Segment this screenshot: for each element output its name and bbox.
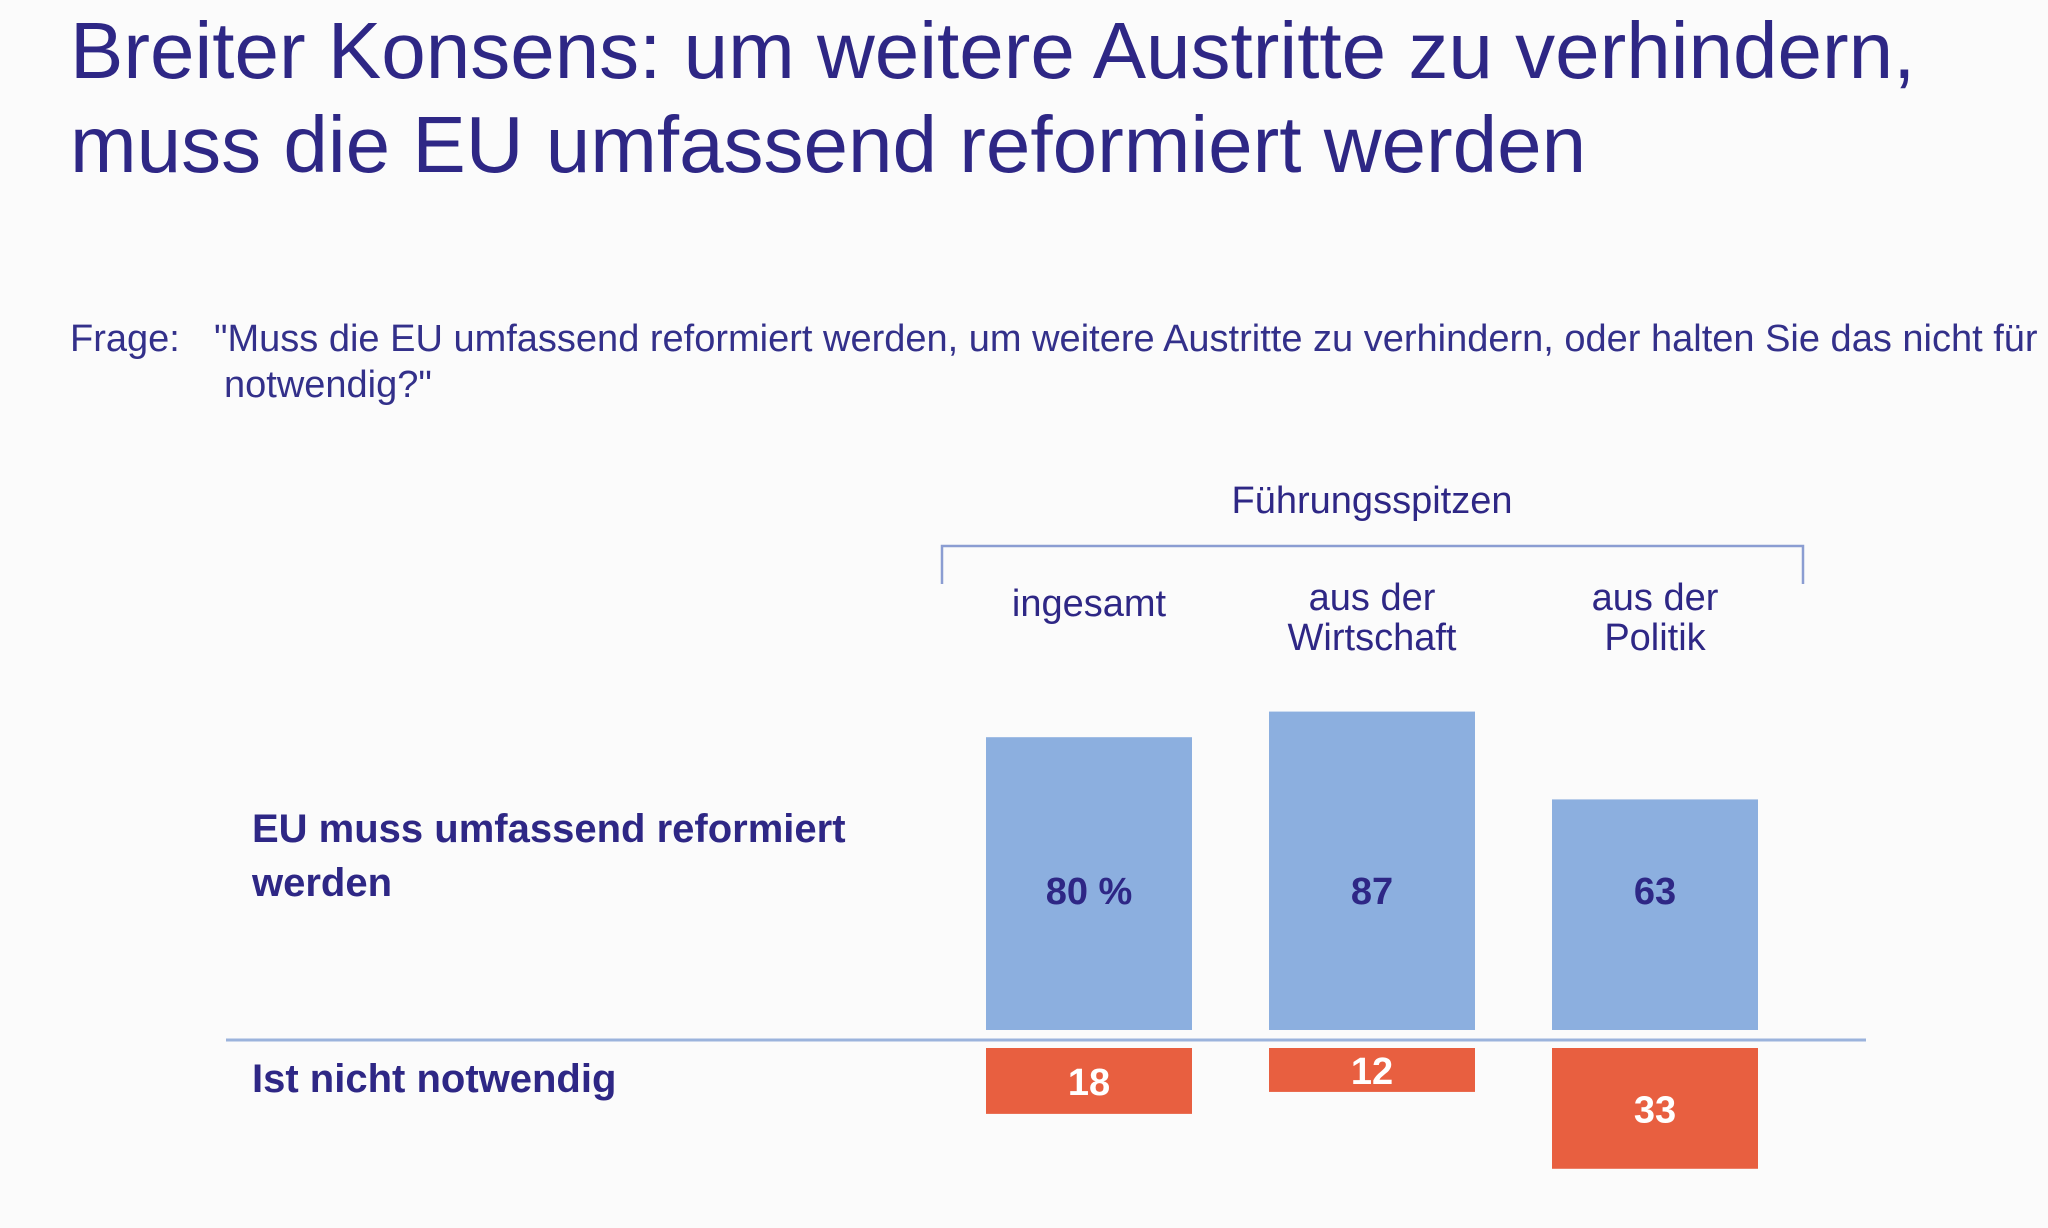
bar-not-necessary <box>1552 1048 1758 1169</box>
bar-not-necessary <box>986 1048 1192 1114</box>
data-label-not-necessary: 33 <box>1634 1089 1676 1131</box>
bar-reform <box>1552 799 1758 1030</box>
group-bracket <box>940 544 1805 584</box>
category-label: Politik <box>1604 617 1706 659</box>
bar-reform <box>986 737 1192 1030</box>
data-label-reform: 63 <box>1634 871 1676 913</box>
row-label-reform: EU muss umfassend reformiert werden <box>252 807 846 905</box>
category-label: aus der <box>1592 577 1719 619</box>
category-label: ingesamt <box>1012 583 1167 625</box>
question-label: Frage: <box>70 318 180 360</box>
data-label-not-necessary: 12 <box>1351 1051 1393 1093</box>
bar-reform <box>1269 711 1475 1030</box>
data-label-reform: 87 <box>1351 871 1393 913</box>
group-label: Führungsspitzen <box>1232 480 1513 522</box>
bar-not-necessary <box>1269 1048 1475 1092</box>
data-label-reform: 80 % <box>1046 871 1133 913</box>
question-text: "Muss die EU umfassend reformiert werden… <box>214 318 2038 406</box>
chart-title: Breiter Konsens: um weitere Austritte zu… <box>70 6 1916 189</box>
row-label-not-necessary: Ist nicht notwendig <box>252 1057 617 1101</box>
category-label: aus der <box>1309 577 1436 619</box>
data-label-not-necessary: 18 <box>1068 1062 1110 1104</box>
category-label: Wirtschaft <box>1288 617 1457 659</box>
